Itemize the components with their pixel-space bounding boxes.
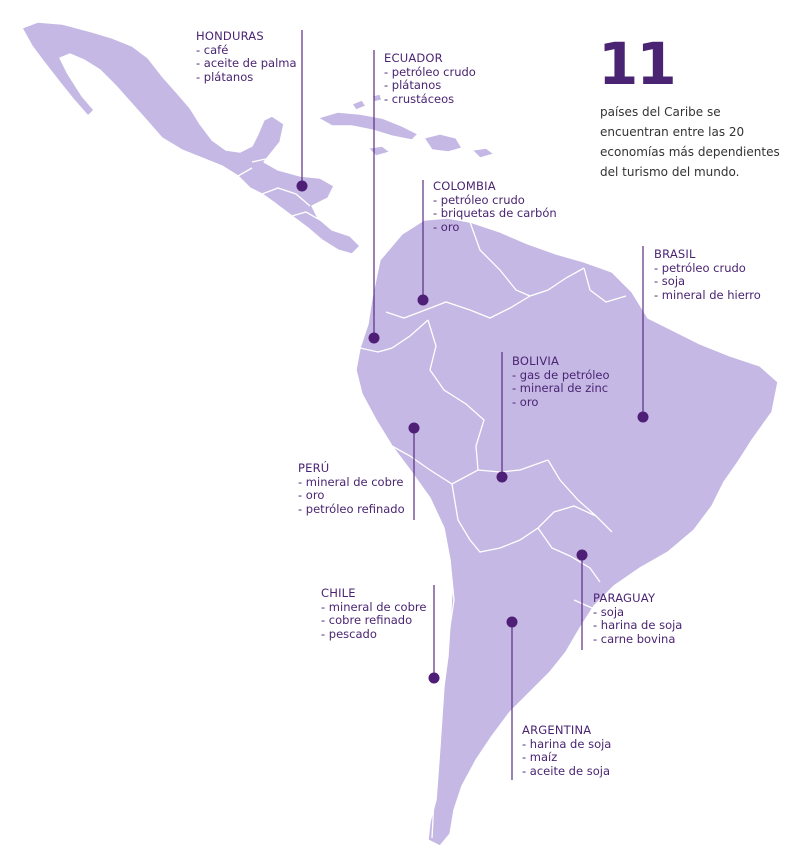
export-item: - pescado	[321, 626, 377, 641]
export-item: - plátanos	[196, 69, 254, 84]
label-bolivia: BOLIVIA - gas de petróleo - mineral de z…	[512, 354, 610, 409]
label-ecuador: ECUADOR - petróleo crudo - plátanos - cr…	[384, 51, 476, 106]
label-peru: PERÚ - mineral de cobre - oro - petróleo…	[298, 461, 405, 516]
country-name: ARGENTINA	[522, 723, 592, 737]
country-markers	[296, 180, 649, 684]
export-item: - café	[196, 42, 229, 57]
export-item: - mineral de cobre	[321, 599, 427, 614]
puerto-rico-island	[471, 147, 495, 159]
marker-peru	[408, 422, 420, 434]
export-item: - carne bovina	[593, 631, 676, 646]
label-brasil: BRASIL - petróleo crudo - soja - mineral…	[654, 247, 761, 302]
label-colombia: COLOMBIA - petróleo crudo - briquetas de…	[433, 179, 557, 234]
marker-honduras	[296, 180, 308, 192]
export-item: - maíz	[522, 750, 558, 765]
marker-argentina	[506, 616, 518, 628]
label-honduras: HONDURAS - café - aceite de palma - plát…	[196, 29, 297, 84]
export-item: - gas de petróleo	[512, 367, 610, 382]
export-item: - soja	[593, 604, 625, 619]
marker-colombia	[417, 294, 429, 306]
leader-lines	[301, 30, 644, 780]
export-item: - harina de soja	[593, 618, 683, 633]
south-america-landmass	[355, 217, 779, 847]
export-item: - aceite de soja	[522, 763, 610, 778]
hispaniola-island	[423, 133, 463, 153]
export-item: - petróleo crudo	[433, 192, 525, 207]
export-item: - petróleo crudo	[654, 260, 746, 275]
country-name: HONDURAS	[196, 29, 264, 43]
marker-ecuador	[368, 332, 380, 344]
export-item: - plátanos	[384, 78, 442, 93]
country-name: ECUADOR	[384, 51, 443, 65]
country-name: PARAGUAY	[593, 591, 656, 605]
export-item: - cobre refinado	[321, 613, 413, 628]
country-borders	[237, 157, 627, 839]
export-item: - briquetas de carbón	[433, 206, 557, 221]
marker-chile	[428, 672, 440, 684]
export-item: - soja	[654, 274, 686, 289]
country-name: BRASIL	[654, 247, 696, 261]
export-item: - mineral de cobre	[298, 474, 404, 489]
country-name: COLOMBIA	[433, 179, 496, 193]
export-item: - crustáceos	[384, 91, 455, 106]
bahamas-islands	[351, 93, 383, 111]
export-item: - mineral de zinc	[512, 381, 609, 396]
marker-paraguay	[576, 549, 588, 561]
export-item: - petróleo crudo	[384, 64, 476, 79]
export-item: - oro	[512, 394, 539, 409]
stat-description: países del Caribe se encuentran entre la…	[600, 105, 780, 179]
label-argentina: ARGENTINA - harina de soja - maíz - acei…	[522, 723, 612, 778]
label-paraguay: PARAGUAY - soja - harina de soja - carne…	[593, 591, 683, 646]
country-name: CHILE	[321, 586, 356, 600]
export-item: - oro	[298, 488, 325, 503]
export-item: - oro	[433, 219, 460, 234]
marker-brasil	[637, 411, 649, 423]
export-item: - petróleo refinado	[298, 501, 405, 516]
cuba-island	[317, 111, 419, 141]
marker-bolivia	[496, 471, 508, 483]
jamaica-island	[367, 145, 391, 157]
stat-number: 11	[598, 30, 677, 98]
country-name: BOLIVIA	[512, 354, 560, 368]
mexico-central-america-landmass	[21, 21, 361, 255]
label-chile: CHILE - mineral de cobre - cobre refinad…	[321, 586, 427, 641]
export-item: - aceite de palma	[196, 56, 297, 71]
export-item: - harina de soja	[522, 736, 612, 751]
country-name: PERÚ	[298, 461, 330, 475]
export-item: - mineral de hierro	[654, 287, 761, 302]
